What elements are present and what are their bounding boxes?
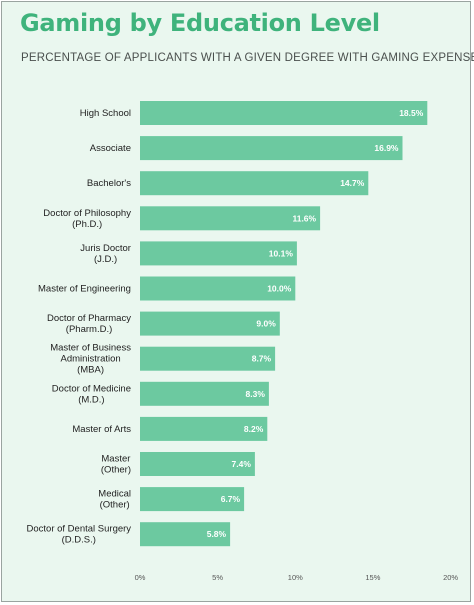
chart-subtitle: PERCENTAGE OF APPLICANTS WITH A GIVEN DE… [21, 52, 474, 64]
bar [140, 487, 245, 512]
bar-value-label: 5.8% [207, 529, 227, 539]
x-tick-label: 15% [365, 573, 380, 582]
bar [140, 381, 269, 406]
bar [140, 136, 403, 161]
category-label: Associate [90, 143, 131, 154]
bar [140, 311, 280, 336]
category-label: Doctor of Medicine [52, 383, 131, 394]
bar [140, 346, 276, 371]
bar [140, 206, 321, 231]
bar-value-label: 6.7% [221, 494, 241, 504]
category-label: (J.D.) [94, 254, 117, 265]
category-label: Doctor of Pharmacy [47, 313, 131, 324]
bar-value-label: 8.7% [252, 354, 272, 364]
category-label: Juris Doctor [80, 243, 131, 254]
category-label: (Pharm.D.) [66, 324, 112, 335]
bar-value-label: 8.2% [244, 424, 264, 434]
bar [140, 416, 268, 441]
bar [140, 241, 297, 266]
bar-value-label: 10.1% [269, 248, 294, 258]
x-tick-label: 5% [212, 573, 223, 582]
bar-value-label: 7.4% [232, 459, 252, 469]
bar-value-label: 8.3% [246, 389, 266, 399]
category-label: (Other) [101, 465, 131, 476]
category-label: (MBA) [77, 365, 104, 376]
bar-value-label: 10.0% [267, 284, 292, 294]
bar-value-label: 11.6% [292, 213, 316, 223]
category-label: Master of Business [50, 343, 131, 354]
bar [140, 522, 231, 547]
category-label: Master [101, 454, 130, 465]
category-label: (D.D.S.) [62, 535, 96, 546]
category-label: Master of Engineering [38, 284, 131, 295]
category-label: Administration [61, 354, 121, 365]
category-label: Bachelor's [87, 178, 131, 189]
category-label: Doctor of Dental Surgery [27, 524, 132, 535]
bar-value-label: 16.9% [374, 143, 399, 153]
category-label: (Ph.D.) [72, 219, 102, 230]
bar-value-label: 9.0% [256, 319, 276, 329]
bar [140, 276, 296, 301]
x-tick-label: 0% [135, 573, 146, 582]
x-tick-label: 10% [288, 573, 303, 582]
bar-value-label: 18.5% [399, 108, 424, 118]
bar [140, 452, 255, 476]
category-label: (M.D.) [78, 394, 104, 405]
bar-value-label: 14.7% [340, 178, 365, 188]
category-label: (Other) [100, 500, 130, 511]
bar [140, 101, 428, 125]
category-label: Medical [98, 489, 131, 500]
category-label: Master of Arts [72, 424, 131, 435]
bar [140, 171, 369, 196]
category-label: Doctor of Philosophy [43, 208, 131, 219]
x-tick-label: 20% [443, 573, 458, 582]
category-label: High School [80, 108, 131, 119]
chart-title: Gaming by Education Level [20, 9, 380, 37]
